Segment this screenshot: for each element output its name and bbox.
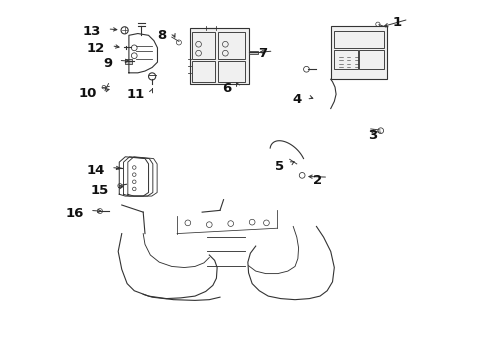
Bar (125, 59, 132, 64)
Bar (218, 32, 245, 59)
Text: 14: 14 (86, 164, 104, 177)
Text: 12: 12 (87, 42, 105, 55)
Text: 7: 7 (258, 48, 267, 60)
Text: 11: 11 (127, 88, 145, 101)
Text: 10: 10 (78, 87, 97, 100)
Bar (218, 61, 245, 82)
Text: 13: 13 (83, 25, 101, 38)
Bar (359, 50, 384, 69)
Bar (192, 61, 215, 82)
Text: 2: 2 (313, 174, 322, 186)
Bar (249, 51, 258, 54)
Text: 16: 16 (65, 207, 83, 220)
Text: 1: 1 (393, 15, 402, 28)
Bar (192, 32, 215, 59)
Text: 4: 4 (293, 93, 302, 106)
Text: 15: 15 (91, 184, 109, 197)
Text: 9: 9 (103, 57, 112, 70)
Text: 6: 6 (222, 82, 232, 95)
Bar (190, 28, 248, 84)
Bar (331, 26, 387, 79)
Text: 5: 5 (275, 160, 284, 173)
Text: 3: 3 (368, 129, 377, 142)
Bar (334, 31, 384, 48)
Bar (334, 50, 358, 69)
Text: 8: 8 (157, 29, 167, 42)
